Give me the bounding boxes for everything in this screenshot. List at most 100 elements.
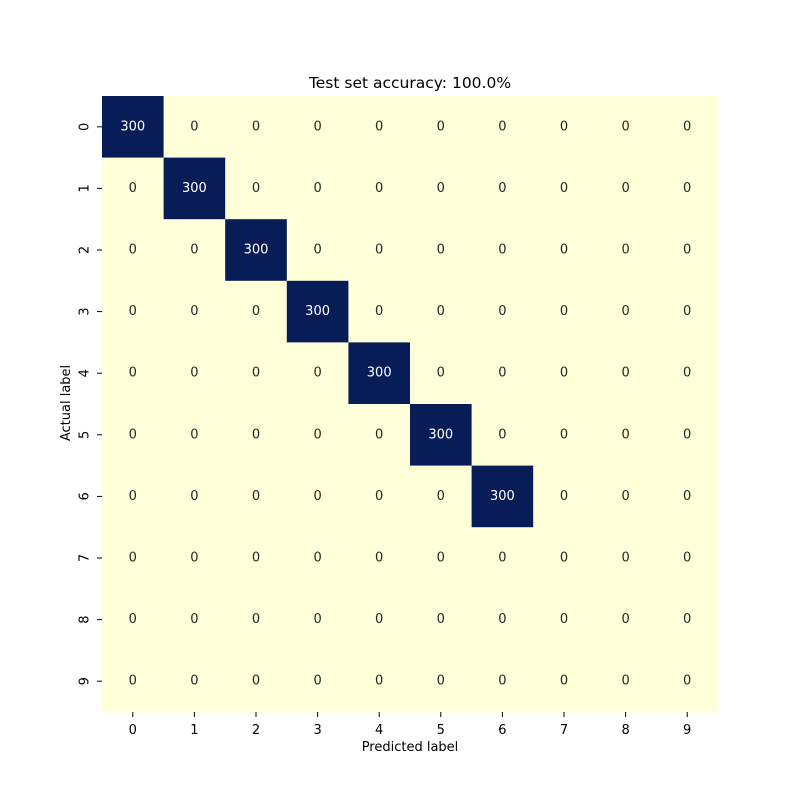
heatmap-cell [348, 219, 411, 282]
heatmap-cell-value: 0 [252, 674, 260, 689]
heatmap-cell-value: 0 [498, 181, 506, 196]
heatmap-cell-value: 0 [621, 181, 629, 196]
heatmap-cell-value: 0 [313, 427, 321, 442]
heatmap-cell [656, 96, 719, 159]
heatmap-cell-value: 0 [437, 551, 445, 566]
heatmap-cell [656, 404, 719, 467]
heatmap-cell [656, 527, 719, 590]
heatmap-cell [102, 527, 165, 590]
heatmap-cells [102, 96, 719, 713]
heatmap-cell-value: 0 [375, 181, 383, 196]
heatmap-cell [471, 465, 534, 528]
heatmap-cell [286, 650, 349, 713]
heatmap-cell-value: 0 [498, 551, 506, 566]
heatmap-cell-value: 0 [313, 674, 321, 689]
heatmap-cell [163, 588, 226, 651]
heatmap-cell-value: 0 [621, 674, 629, 689]
heatmap-cell-value: 0 [560, 612, 568, 627]
heatmap-cell-value: 0 [313, 243, 321, 258]
heatmap-cell [656, 342, 719, 405]
heatmap-cell-value: 0 [437, 119, 445, 134]
x-tick-label: 8 [621, 723, 629, 738]
heatmap-cell-value: 0 [437, 243, 445, 258]
heatmap-cell-value: 0 [252, 551, 260, 566]
heatmap-cell [410, 404, 473, 467]
heatmap-cell [410, 650, 473, 713]
heatmap-cell-value: 0 [129, 489, 137, 504]
heatmap-cell [656, 280, 719, 343]
heatmap-cell [348, 280, 411, 343]
heatmap-cell [163, 650, 226, 713]
heatmap-cell [348, 588, 411, 651]
heatmap-cell [471, 342, 534, 405]
heatmap-cell [286, 404, 349, 467]
heatmap-cell-value: 0 [437, 366, 445, 381]
heatmap-cell [163, 465, 226, 528]
heatmap-cell-value: 0 [313, 366, 321, 381]
heatmap-cell-value: 0 [129, 612, 137, 627]
heatmap-cell-value: 0 [190, 427, 198, 442]
heatmap-cell [163, 404, 226, 467]
heatmap-cell-value: 0 [129, 427, 137, 442]
heatmap-cell [533, 588, 596, 651]
heatmap-cell-value: 0 [313, 489, 321, 504]
heatmap-cell-value: 0 [375, 304, 383, 319]
heatmap-cell [410, 527, 473, 590]
heatmap-cell [102, 157, 165, 220]
heatmap-cell-value: 0 [560, 674, 568, 689]
heatmap-cell [348, 96, 411, 159]
heatmap-cell-value: 0 [190, 674, 198, 689]
heatmap-cell [533, 404, 596, 467]
x-tick-label: 9 [683, 723, 691, 738]
heatmap-cell-value: 0 [621, 366, 629, 381]
heatmap-cell [594, 527, 657, 590]
heatmap-cell [410, 157, 473, 220]
heatmap-cell-value: 0 [498, 119, 506, 134]
heatmap-cell [225, 342, 288, 405]
heatmap-cell [348, 157, 411, 220]
x-tick-label: 0 [129, 723, 137, 738]
x-tick-label: 6 [498, 723, 506, 738]
x-axis-ticks: 0 1 2 3 4 5 6 7 8 9 [129, 712, 691, 738]
heatmap-cell [656, 650, 719, 713]
heatmap-cell [594, 465, 657, 528]
heatmap-cell [163, 342, 226, 405]
heatmap-cell [225, 157, 288, 220]
heatmap-cell-labels: 300 0 0 0 0 0 0 0 0 0 0 300 0 0 0 0 0 0 0 0 0 0 300 0 0 0 0 0 0 0 0 0 0 3… [120, 119, 691, 688]
heatmap-cell [163, 219, 226, 282]
heatmap-cell [471, 157, 534, 220]
heatmap-cell-value: 0 [621, 119, 629, 134]
heatmap-cell-value: 0 [190, 243, 198, 258]
heatmap-cell [533, 280, 596, 343]
chart-title: Test set accuracy: 100.0% [308, 74, 511, 92]
heatmap-cell [533, 465, 596, 528]
heatmap-cell-value: 0 [560, 366, 568, 381]
heatmap-cell-value: 0 [560, 489, 568, 504]
heatmap-cell-value: 300 [490, 489, 515, 504]
heatmap-cell [102, 588, 165, 651]
heatmap-cell [286, 280, 349, 343]
heatmap-cell-value: 0 [437, 674, 445, 689]
heatmap-cell [225, 96, 288, 159]
heatmap-cell-value: 0 [375, 119, 383, 134]
y-tick-label: 1 [78, 184, 93, 192]
heatmap-cell-value: 0 [313, 119, 321, 134]
heatmap-cell-value: 0 [560, 304, 568, 319]
heatmap-cell-value: 0 [375, 674, 383, 689]
y-tick-label: 8 [78, 615, 93, 623]
heatmap-cell-value: 0 [313, 551, 321, 566]
heatmap-cell-value: 0 [683, 304, 691, 319]
heatmap-cell-value: 0 [129, 674, 137, 689]
heatmap-cell-value: 0 [498, 612, 506, 627]
heatmap-cell-value: 0 [683, 427, 691, 442]
heatmap-cell [594, 96, 657, 159]
heatmap-cell [286, 527, 349, 590]
x-axis-label: Predicted label [362, 740, 459, 755]
heatmap-cell-value: 0 [375, 489, 383, 504]
heatmap-cell-value: 0 [498, 427, 506, 442]
heatmap-cell [656, 219, 719, 282]
heatmap-cell-value: 0 [375, 551, 383, 566]
heatmap-cell-value: 300 [428, 427, 453, 442]
heatmap-cell-value: 0 [683, 674, 691, 689]
